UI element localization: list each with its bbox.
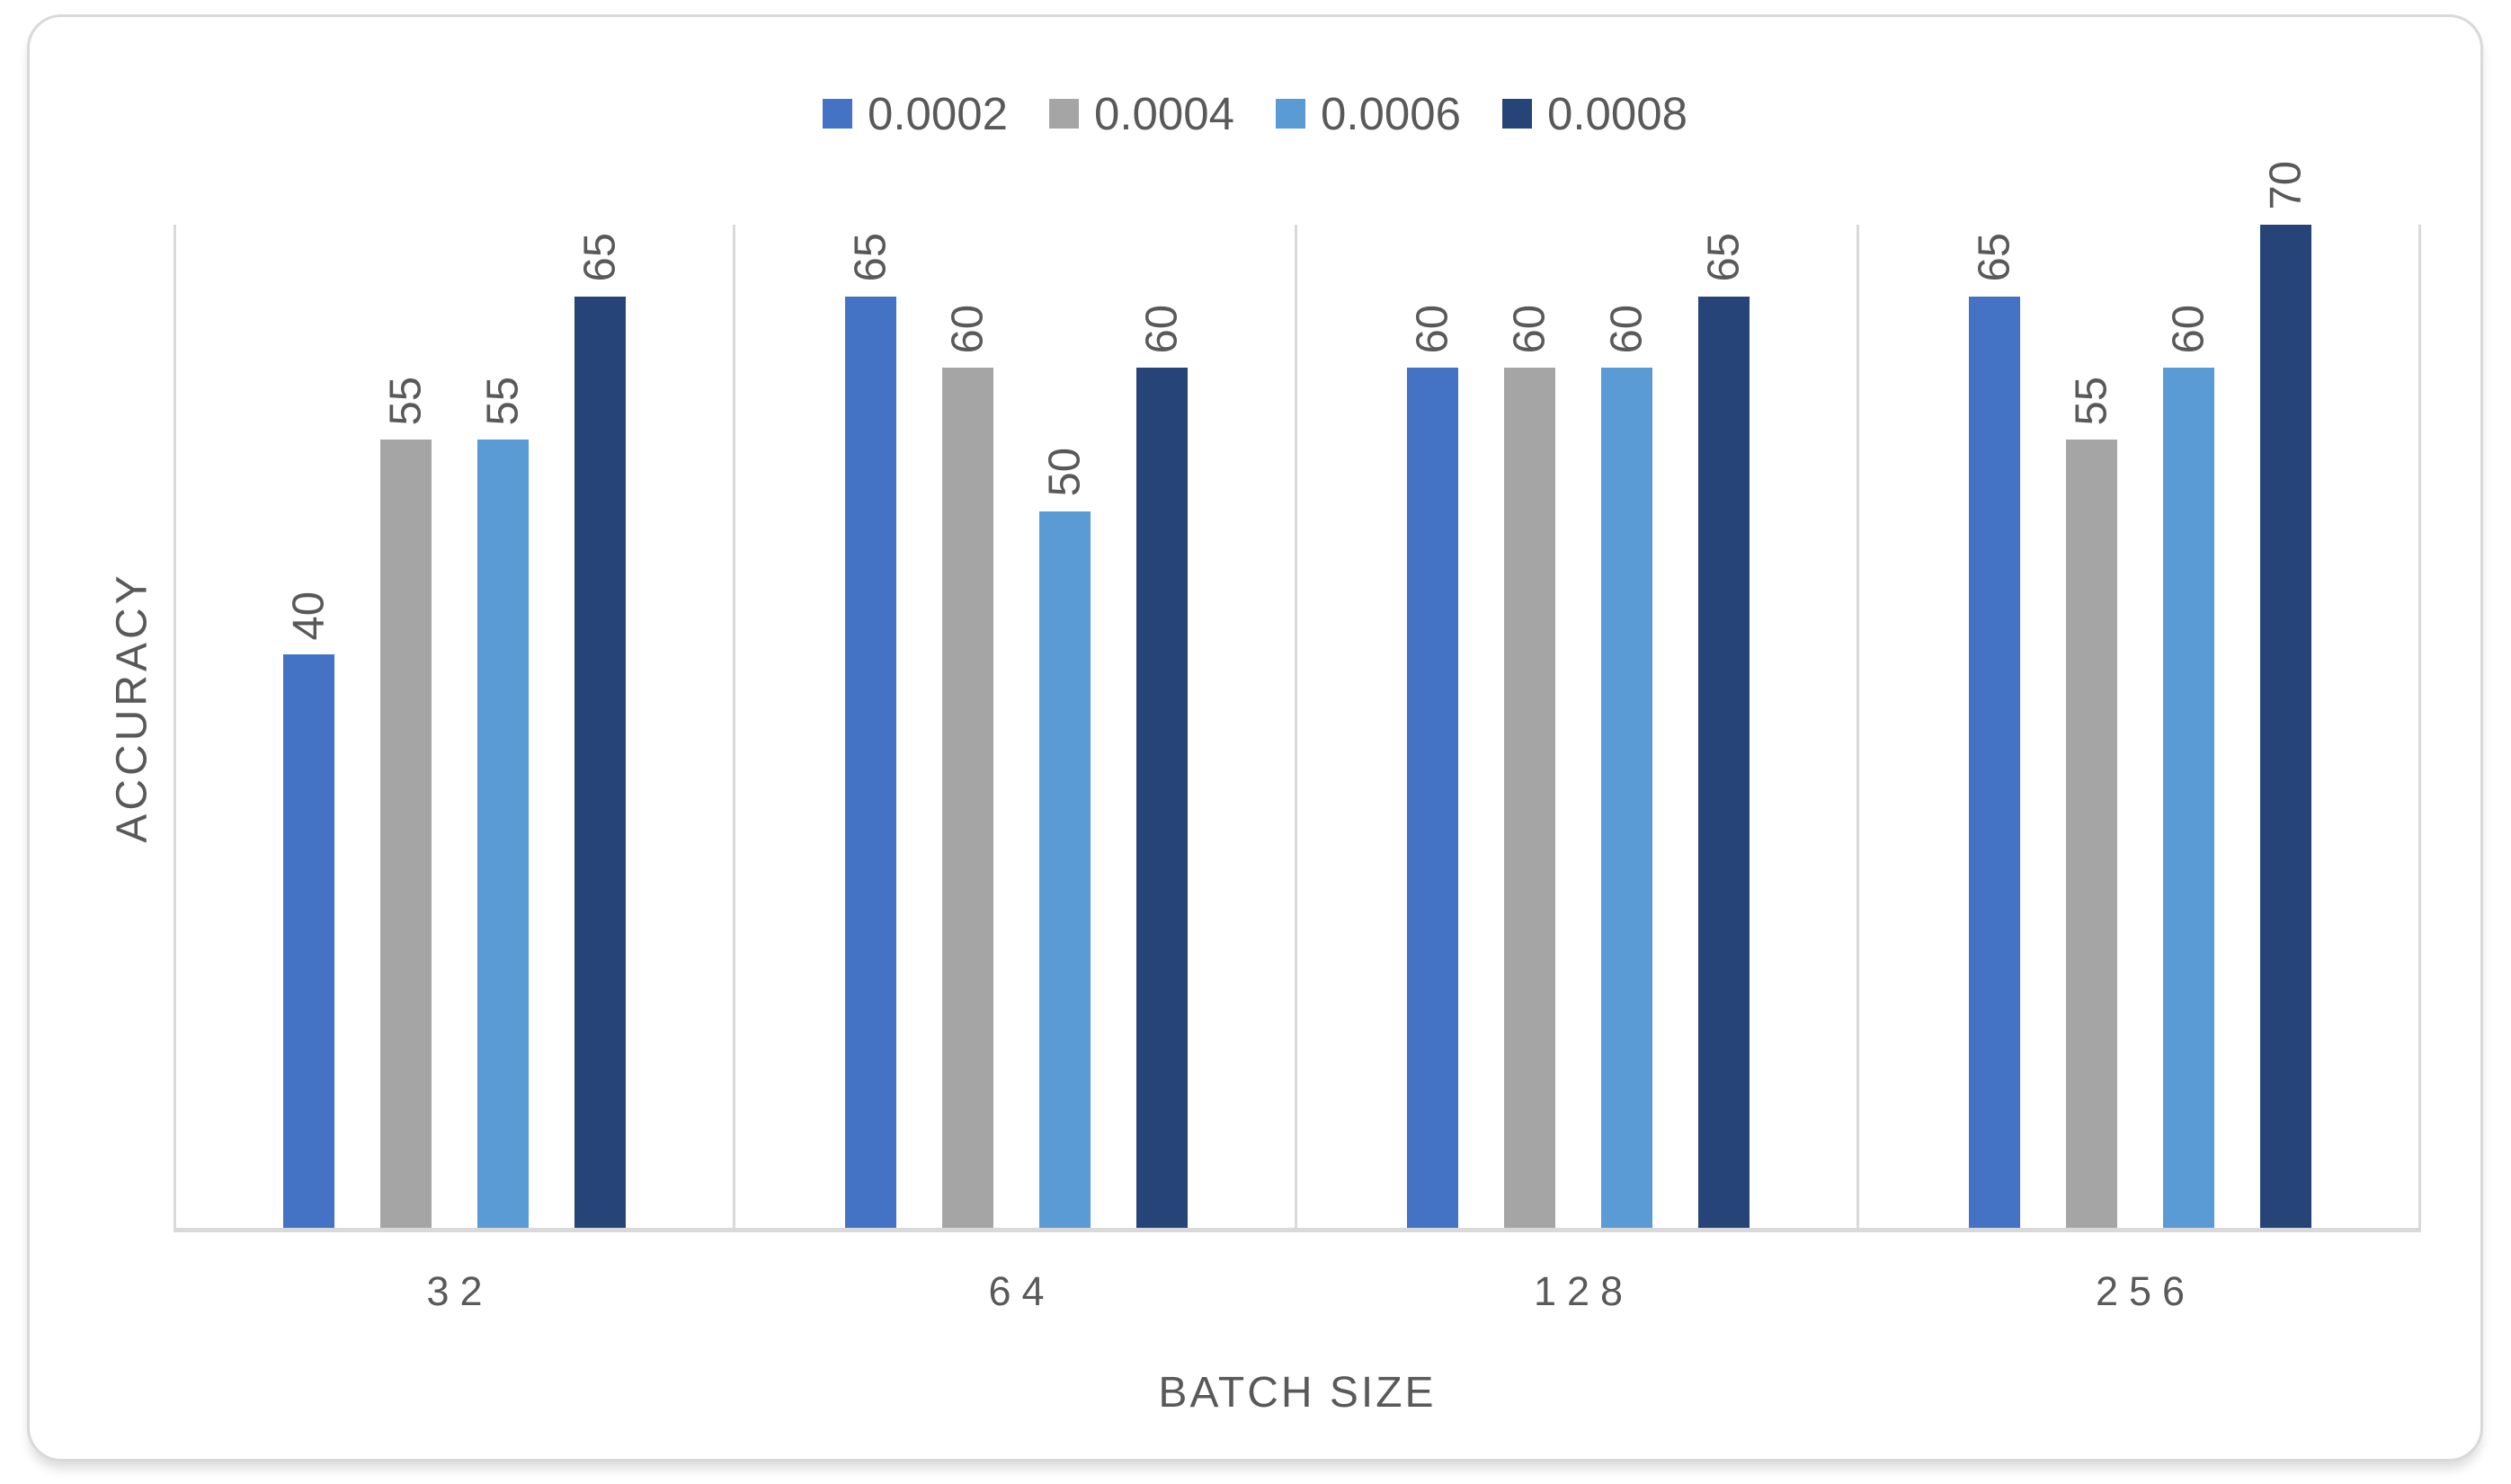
bar-0.0004-128: 60 — [1504, 305, 1555, 1228]
data-label: 40 — [284, 591, 333, 641]
legend-swatch-icon — [1049, 99, 1079, 129]
legend-item-0.0002: 0.0002 — [823, 87, 1008, 140]
legend-swatch-icon — [823, 99, 852, 129]
bar-0.0004-32: 55 — [380, 377, 432, 1228]
bar-0.0008-128: 65 — [1698, 233, 1750, 1228]
data-label: 65 — [575, 233, 624, 282]
bar-group-32: 40 55 55 65 — [174, 225, 735, 1228]
category-separator-line — [733, 225, 735, 1228]
data-label: 60 — [2164, 304, 2213, 354]
data-label: 60 — [1408, 304, 1456, 354]
data-label: 70 — [2261, 161, 2310, 210]
data-label: 50 — [1040, 448, 1089, 497]
data-label: 55 — [478, 376, 527, 426]
bar-group-64: 65 60 50 60 — [735, 225, 1297, 1228]
chart-card: 0.0002 0.0004 0.0006 0.0008 ACCURACY 40 55 55… — [27, 14, 2483, 1462]
bar-0.0008-64: 60 — [1136, 305, 1188, 1228]
x-tick-label: 256 — [2095, 1268, 2196, 1314]
data-label: 65 — [846, 233, 895, 282]
legend-swatch-icon — [1502, 99, 1532, 129]
legend-label: 0.0006 — [1321, 88, 1461, 139]
bar-0.0006-256: 60 — [2163, 305, 2214, 1228]
bar-0.0002-256: 65 — [1969, 233, 2020, 1228]
bar-0.0004-64: 60 — [942, 305, 993, 1228]
legend-label: 0.0002 — [868, 88, 1008, 139]
data-label: 60 — [1505, 304, 1554, 354]
data-label: 60 — [1137, 304, 1186, 354]
category-separator-line — [1857, 225, 1859, 1228]
x-tick-label: 32 — [426, 1268, 494, 1314]
data-label: 60 — [943, 304, 992, 354]
bar-0.0002-32: 40 — [283, 591, 334, 1228]
bar-0.0006-32: 55 — [477, 377, 529, 1228]
y-axis-title: ACCURACY — [108, 572, 156, 843]
data-label: 55 — [2067, 376, 2115, 426]
bar-group-256: 65 55 60 70 — [1859, 161, 2421, 1228]
category-separator-line — [2418, 225, 2421, 1228]
data-label: 60 — [1602, 304, 1651, 354]
legend-label: 0.0004 — [1094, 88, 1234, 139]
bar-0.0004-256: 55 — [2066, 377, 2117, 1228]
x-axis-title: BATCH SIZE — [1158, 1369, 1437, 1417]
x-axis-line — [174, 1228, 2421, 1232]
legend: 0.0002 0.0004 0.0006 0.0008 — [30, 87, 2480, 140]
bar-0.0006-128: 60 — [1601, 305, 1652, 1228]
legend-swatch-icon — [1276, 99, 1305, 129]
data-label: 65 — [1970, 233, 2018, 282]
data-label: 55 — [381, 376, 430, 426]
x-tick-label: 64 — [988, 1268, 1055, 1314]
bar-0.0002-64: 65 — [845, 233, 896, 1228]
plot-area: 40 55 55 65 65 60 50 60 60 60 60 65 65 55 60 70 — [174, 161, 2421, 1232]
bar-0.0008-32: 65 — [574, 233, 626, 1228]
bar-0.0008-256: 70 — [2260, 161, 2311, 1228]
y-axis-line — [174, 225, 176, 1228]
bar-0.0002-128: 60 — [1407, 305, 1458, 1228]
legend-label: 0.0008 — [1547, 88, 1687, 139]
x-tick-label: 128 — [1533, 1268, 1634, 1314]
bar-group-128: 60 60 60 65 — [1297, 225, 1859, 1228]
category-separator-line — [1295, 225, 1297, 1228]
legend-item-0.0004: 0.0004 — [1049, 87, 1234, 140]
data-label: 65 — [1699, 233, 1748, 282]
legend-item-0.0008: 0.0008 — [1502, 87, 1687, 140]
bar-0.0006-64: 50 — [1039, 448, 1091, 1228]
legend-item-0.0006: 0.0006 — [1276, 87, 1461, 140]
